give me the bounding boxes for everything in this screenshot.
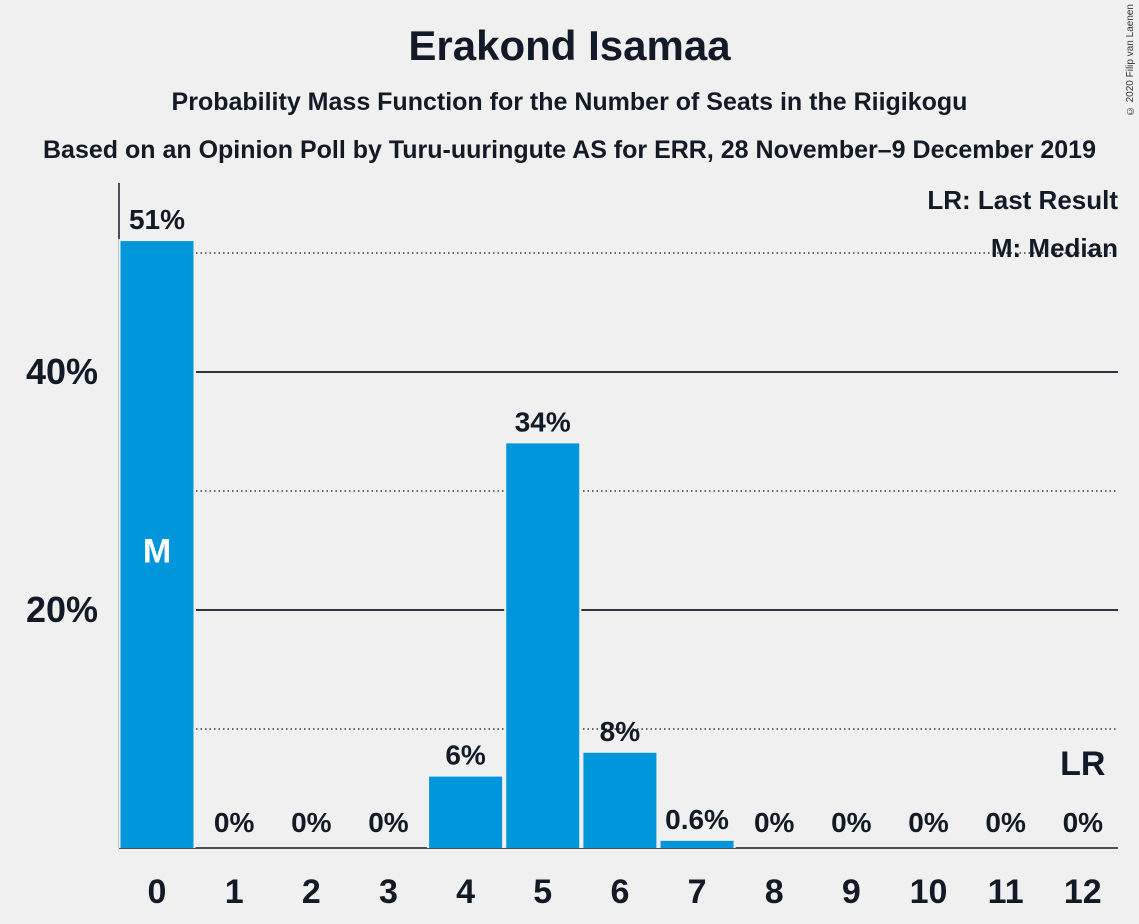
chart-source: Based on an Opinion Poll by Turu-uuringu… [42,136,1096,164]
data-label: 0% [368,807,409,838]
y-tick-label: 20% [26,589,98,630]
data-label: 6% [445,740,486,771]
x-tick-label: 10 [910,873,948,911]
x-tick-label: 0 [148,873,167,911]
x-tick-label: 9 [842,873,861,911]
data-label: 0% [985,807,1026,838]
bar [120,241,194,849]
x-tick-label: 1 [225,873,244,911]
median-marker: M [143,533,171,571]
data-label: 8% [600,716,641,747]
x-tick-label: 2 [302,873,321,911]
x-tick-label: 11 [988,873,1024,911]
data-label: 0% [214,807,255,838]
data-label: 0% [908,807,949,838]
x-tick-label: 3 [379,873,398,911]
data-label: 0% [1063,807,1104,838]
data-label: 0.6% [665,804,729,835]
chart-subtitle: Probability Mass Function for the Number… [171,88,968,116]
x-tick-label: 4 [456,873,475,911]
x-tick-label: 12 [1064,873,1102,911]
data-label: 0% [754,807,795,838]
last-result-marker: LR [1060,745,1105,783]
data-label: 34% [515,406,571,437]
legend-last-result: LR: Last Result [927,185,1118,215]
bar [506,443,580,848]
y-tick-label: 40% [26,351,98,392]
bar [660,840,734,848]
bar [429,776,503,848]
chart-title: Erakond Isamaa [408,22,731,69]
data-label: 51% [129,204,185,235]
data-label: 0% [831,807,872,838]
x-tick-label: 8 [765,873,784,911]
x-tick-label: 7 [688,873,707,911]
labels: 20%40%51%0M0%10%20%36%434%58%60.6%70%80%… [26,204,1106,911]
bars [118,239,736,849]
x-tick-label: 6 [610,873,629,911]
gridlines [118,183,1118,849]
x-tick-label: 5 [533,873,552,911]
bar [583,752,657,848]
legend-median: M: Median [991,233,1118,263]
data-label: 0% [291,807,332,838]
